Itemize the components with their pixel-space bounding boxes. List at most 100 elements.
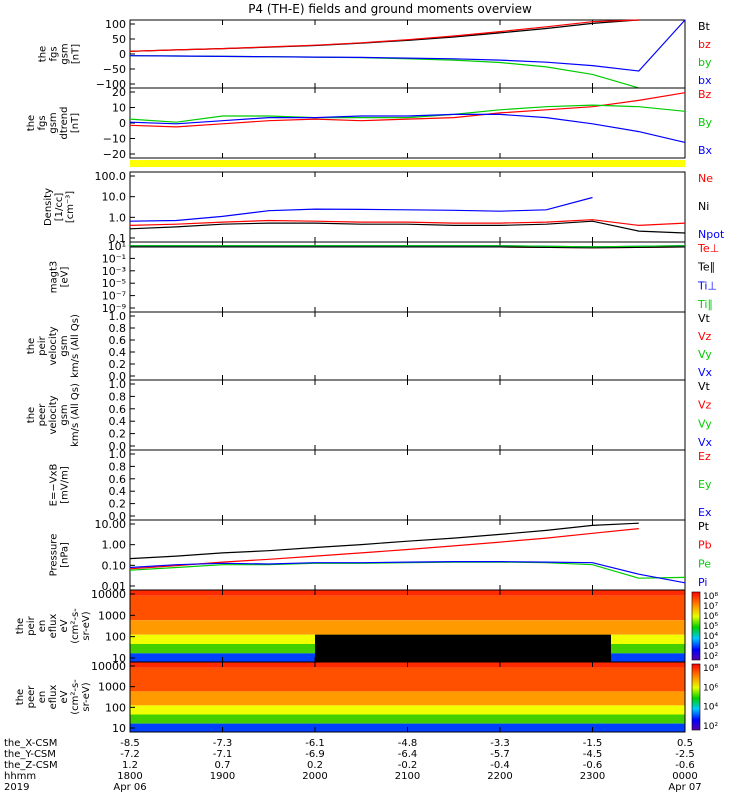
y-axis-label-line: fgs (37, 115, 48, 130)
legend-Ni: Ni (698, 200, 709, 213)
status-bar (130, 160, 685, 167)
y-axis-label-line: peir (37, 335, 48, 355)
legend-Pe: Pe (698, 557, 711, 570)
colorbar-tick-label: 10⁶ (703, 683, 718, 693)
panel-frame (129, 19, 686, 89)
y-tick-label: 10⁻³ (102, 265, 126, 278)
y-axis-label-line: E=−VxB (49, 464, 60, 507)
y-tick-label: −10 (103, 133, 126, 146)
y-axis-label-line: eV (59, 619, 70, 632)
y-axis-label-line: [mV/m] (60, 466, 71, 504)
y-axis-label-line: the (26, 407, 37, 423)
legend-Bx: Bx (698, 144, 713, 157)
legend-Vx: Vx (698, 366, 713, 379)
y-tick-label: 0.8 (109, 390, 127, 403)
panel-fgs_gsm: 100 50 0 −50 −100 thefgsgsm[nT] Bt bz by bx (38, 18, 712, 91)
y-axis-label-line: en (37, 691, 48, 704)
y-tick-label: 1.0 (109, 310, 127, 323)
y-tick-label: 0 (119, 117, 126, 130)
y-tick-label: 10000 (91, 660, 126, 673)
colorbar-tick-label: 10⁴ (703, 703, 718, 713)
legend-Ex: Ex (698, 506, 712, 519)
y-tick-label: 100 (105, 18, 126, 31)
y-tick-label: 10⁻⁷ (102, 290, 126, 303)
y-tick-label: −50 (103, 63, 126, 76)
series-line-bx (129, 19, 686, 72)
colorbar (691, 663, 701, 731)
x-axis-value: -0.6 (675, 760, 695, 771)
y-axis-label-line: dtrend (59, 107, 70, 140)
spectrogram-band (130, 714, 685, 724)
y-axis-label: thepeervelocitygsmkm/s (All Qs) (26, 383, 81, 447)
y-tick-label: 10⁻⁹ (102, 302, 126, 315)
series-line-By (129, 104, 686, 123)
y-axis-label-line: km/s (All Qs) (70, 383, 81, 447)
x-axis-value: -6.4 (398, 749, 418, 760)
x-axis-value: -7.2 (120, 749, 140, 760)
x-axis-value: -4.8 (398, 738, 418, 749)
legend-Pi: Pi (698, 576, 707, 589)
panel-pressure: 10.00 1.00 0.10 0.01 Pressure[nPa] Pt Pb Pe Pi (49, 518, 712, 593)
y-axis-label: thepeirvelocitygsmkm/s (All Qs) (26, 314, 81, 378)
figure-title: P4 (TH-E) fields and ground moments over… (248, 2, 532, 16)
y-tick-label: 10 (112, 102, 126, 115)
legend-Npot: Npot (698, 228, 725, 241)
x-axis-labels: the_X-CSMthe_Y-CSMthe_Z-CSMhhmm2019-8.5-… (4, 738, 702, 793)
panel-frame (129, 311, 686, 381)
y-tick-label: 1.00 (102, 539, 127, 552)
y-tick-label: 10 (112, 722, 126, 735)
colorbar-tick-label: 10⁸ (703, 592, 718, 602)
y-axis-label-line: [eV] (60, 267, 71, 288)
y-tick-label: 0.10 (102, 559, 127, 572)
x-axis-value: -0.6 (583, 760, 603, 771)
y-axis-label: Density[1/cc][cm⁻³] (43, 188, 76, 226)
colorbar (691, 591, 701, 661)
y-tick-label: 10000 (91, 588, 126, 601)
y-axis-label: thefgsgsm[nT] (38, 43, 82, 64)
x-axis-value: 0.7 (215, 760, 231, 771)
y-axis-label-line: the (38, 46, 49, 62)
y-tick-label: 100.0 (95, 170, 127, 183)
y-axis-label-line: eflux (48, 685, 59, 710)
legend-Ne: Ne (698, 172, 713, 185)
series-line-bz (129, 19, 639, 52)
y-axis-label-line: peer (26, 685, 37, 709)
y-tick-label: 100 (105, 631, 126, 644)
y-tick-label: 1000 (98, 609, 126, 622)
panel-frame (129, 519, 686, 591)
x-axis-row-label: the_Y-CSM (4, 749, 56, 760)
legend-Vt: Vt (698, 312, 711, 325)
y-tick-label: 0.2 (109, 498, 127, 511)
spectrogram-band (130, 595, 685, 621)
y-tick-label: 0.8 (109, 460, 127, 473)
y-tick-label: 0.0 (109, 440, 127, 453)
y-axis-label-line: gsm (59, 404, 70, 425)
y-tick-label: 0.0 (109, 370, 127, 383)
series-line-Te∥ (130, 246, 686, 249)
legend-by: by (698, 56, 712, 69)
y-axis-label-line: peir (26, 615, 37, 635)
colorbar-tick-label: 10⁵ (703, 622, 718, 632)
legend-Vt: Vt (698, 380, 711, 393)
series-line-Bx (129, 113, 686, 143)
legend-Vz: Vz (698, 330, 712, 343)
y-tick-label: 100 (105, 701, 126, 714)
y-axis-label-line: en (37, 620, 48, 633)
y-axis-label-line: eflux (48, 614, 59, 639)
y-tick-label: 0.2 (109, 358, 127, 371)
y-axis-label-line: eV (59, 690, 70, 703)
legend-bx: bx (698, 74, 712, 87)
x-axis-value: 2200 (487, 771, 512, 782)
legend-Bt: Bt (698, 20, 711, 33)
legend-Ey: Ey (698, 478, 712, 491)
legend-Vz: Vz (698, 399, 712, 412)
panel-peir_velocity: 1.00.80.60.40.20.0 thepeirvelocitygsmkm/s… (26, 310, 713, 383)
y-tick-label: 0.6 (109, 403, 127, 416)
y-axis-label: E=−VxB[mV/m] (49, 464, 71, 507)
y-axis-label-line: (cm²-s- (70, 608, 81, 644)
y-tick-label: −100 (96, 78, 126, 91)
y-tick-label: 0 (119, 48, 126, 61)
x-axis-value: -2.5 (675, 749, 695, 760)
y-axis-label-line: [nPa] (60, 542, 71, 568)
